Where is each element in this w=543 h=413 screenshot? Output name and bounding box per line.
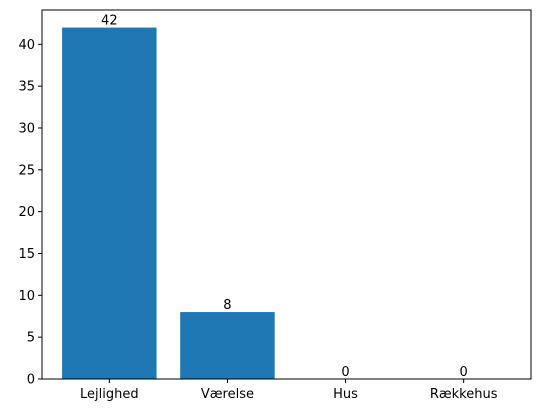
- x-tick-label-3: Rækkehus: [430, 387, 498, 402]
- x-tick-label-1: Værelse: [201, 387, 254, 402]
- y-tick-label-5: 25: [18, 163, 35, 178]
- y-tick-label-2: 10: [18, 289, 35, 304]
- data-label-3: 0: [460, 365, 468, 380]
- bar-0: [62, 27, 157, 379]
- data-label-1: 8: [223, 298, 231, 313]
- x-tick-label-2: Hus: [333, 387, 358, 402]
- data-labels-group: 42 8 0 0: [101, 14, 468, 380]
- data-label-0: 42: [101, 14, 118, 29]
- bar-1: [180, 312, 275, 379]
- x-tick-label-0: Lejlighed: [80, 387, 139, 402]
- y-tick-label-1: 5: [27, 331, 35, 346]
- y-tick-label-3: 15: [18, 247, 35, 262]
- y-axis: 0 5 10 15 20 25 30 35 40: [18, 38, 42, 388]
- y-tick-label-6: 30: [18, 121, 35, 136]
- bars-group: [62, 27, 275, 379]
- y-tick-label-0: 0: [27, 373, 35, 388]
- y-tick-label-4: 20: [18, 205, 35, 220]
- x-axis: Lejlighed Værelse Hus Rækkehus: [80, 379, 498, 402]
- y-tick-label-8: 40: [18, 38, 35, 53]
- data-label-2: 0: [341, 365, 349, 380]
- plot-frame: [41, 9, 532, 380]
- y-tick-label-7: 35: [18, 80, 35, 95]
